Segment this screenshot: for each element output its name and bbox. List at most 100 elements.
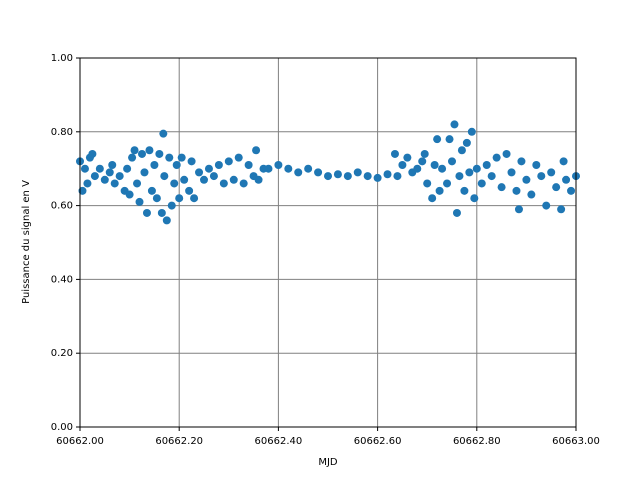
- point: [452, 208, 461, 217]
- point: [170, 179, 179, 188]
- point: [507, 168, 516, 177]
- point: [108, 161, 117, 170]
- point: [403, 153, 412, 162]
- point: [133, 179, 142, 188]
- x-axis-label: MJD: [318, 457, 338, 468]
- point: [152, 194, 161, 203]
- y-tick-label: 0.40: [51, 274, 73, 285]
- point: [204, 164, 213, 173]
- point: [88, 149, 97, 158]
- point: [353, 168, 362, 177]
- point: [532, 161, 541, 170]
- point: [229, 175, 238, 184]
- point: [557, 205, 566, 214]
- point: [155, 149, 164, 158]
- point: [462, 138, 471, 147]
- point: [443, 179, 452, 188]
- point: [562, 175, 571, 184]
- point: [343, 172, 352, 181]
- x-tick-label: 60662.20: [155, 436, 203, 447]
- point: [413, 164, 422, 173]
- x-tick-label: 60662.80: [453, 436, 501, 447]
- y-tick-label: 0.80: [51, 127, 73, 138]
- point: [83, 179, 92, 188]
- point: [115, 172, 124, 181]
- point: [145, 146, 154, 155]
- point: [254, 175, 263, 184]
- point: [224, 157, 233, 166]
- point: [457, 146, 466, 155]
- point: [390, 149, 399, 158]
- x-tick-label: 60662.60: [354, 436, 402, 447]
- point: [465, 168, 474, 177]
- point: [159, 129, 168, 138]
- point: [150, 161, 159, 170]
- point: [537, 172, 546, 181]
- point: [455, 172, 464, 181]
- point: [438, 164, 447, 173]
- x-tick-label: 60662.40: [255, 436, 303, 447]
- point: [363, 172, 372, 181]
- point: [492, 153, 501, 162]
- point: [433, 135, 442, 144]
- point: [559, 157, 568, 166]
- point: [175, 194, 184, 203]
- point: [135, 197, 144, 206]
- point: [252, 146, 261, 155]
- point: [214, 161, 223, 170]
- point: [125, 190, 134, 199]
- point: [567, 186, 576, 195]
- point: [200, 175, 208, 184]
- point: [497, 183, 506, 192]
- point: [244, 161, 253, 170]
- point: [294, 168, 303, 177]
- point: [393, 172, 402, 181]
- point: [448, 157, 456, 166]
- point: [110, 179, 119, 188]
- point: [190, 194, 199, 203]
- point: [527, 190, 536, 199]
- point: [428, 194, 437, 203]
- point: [90, 172, 99, 181]
- point: [420, 149, 429, 158]
- point: [130, 146, 139, 155]
- point: [209, 172, 218, 181]
- point: [450, 120, 459, 129]
- point: [100, 175, 109, 184]
- point: [423, 179, 432, 188]
- point: [418, 157, 427, 166]
- point: [239, 179, 248, 188]
- point: [304, 164, 313, 173]
- point: [187, 157, 196, 166]
- point: [160, 172, 169, 181]
- point: [398, 161, 407, 170]
- point: [517, 157, 526, 166]
- point: [477, 179, 486, 188]
- point: [514, 205, 523, 214]
- point: [105, 168, 114, 177]
- point: [147, 186, 156, 195]
- point: [470, 194, 479, 203]
- point: [128, 153, 137, 162]
- x-tick-label: 60663.00: [552, 436, 600, 447]
- point: [430, 161, 439, 170]
- point: [180, 175, 189, 184]
- point: [95, 164, 104, 173]
- point: [435, 186, 444, 195]
- point: [472, 164, 481, 173]
- point: [157, 208, 166, 217]
- point: [333, 170, 342, 179]
- point: [445, 135, 454, 144]
- point: [552, 183, 561, 192]
- y-tick-label: 0.60: [51, 201, 73, 212]
- point: [284, 164, 293, 173]
- y-tick-label: 0.00: [51, 422, 73, 433]
- point: [324, 172, 332, 181]
- point: [542, 201, 551, 210]
- point: [274, 161, 283, 170]
- point: [314, 168, 323, 177]
- y-axis-label: Puissance du signal en V: [21, 180, 32, 304]
- y-tick-label: 1.00: [51, 53, 73, 64]
- point: [140, 168, 149, 177]
- point: [460, 186, 469, 195]
